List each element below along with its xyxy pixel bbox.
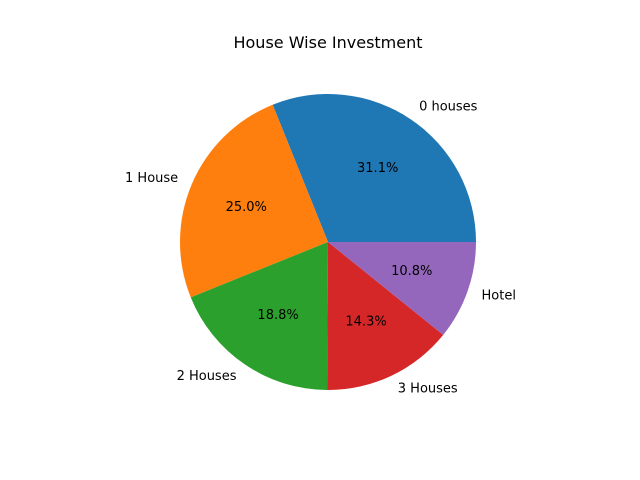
pie-slice-2-houses	[190, 242, 328, 390]
pie-pct-label-3-houses: 14.3%	[345, 315, 386, 330]
pie-pct-label-hotel: 10.8%	[391, 264, 432, 279]
pie-label-0-houses: 0 houses	[419, 100, 478, 115]
pie-label-hotel: Hotel	[482, 289, 516, 304]
pie-pct-label-0-houses: 31.1%	[357, 161, 398, 176]
pie-pct-label-2-houses: 18.8%	[257, 308, 298, 323]
pie-pct-label-1-house: 25.0%	[226, 200, 267, 215]
chart-title: House Wise Investment	[233, 33, 423, 52]
pie-slice-3-houses	[327, 242, 444, 391]
pie-slice-hotel	[328, 242, 476, 335]
pie-slice-1-house	[180, 104, 328, 298]
pie-slice-0-houses	[272, 94, 476, 242]
pie-label-2-houses: 2 Houses	[177, 369, 237, 384]
pie-label-3-houses: 3 Houses	[398, 382, 458, 397]
pie-label-1-house: 1 House	[125, 171, 178, 186]
